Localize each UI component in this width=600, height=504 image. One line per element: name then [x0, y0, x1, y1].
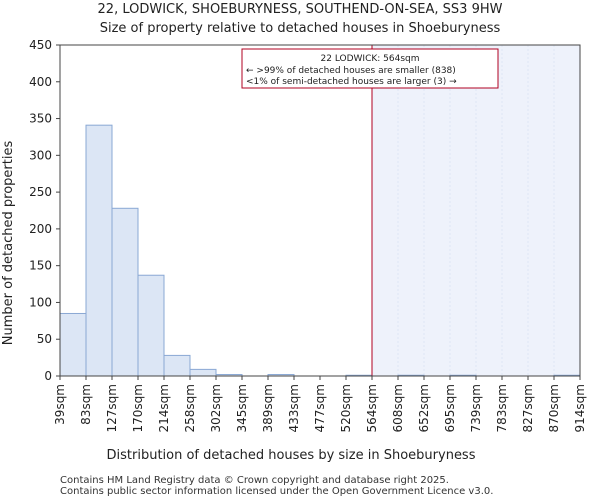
- x-tick-label: 564sqm: [365, 384, 379, 432]
- footer-copyright: Contains HM Land Registry data © Crown c…: [60, 475, 449, 486]
- x-axis-label: Distribution of detached houses by size …: [107, 448, 476, 463]
- y-tick-label: 300: [29, 148, 52, 162]
- y-tick-label: 250: [29, 185, 52, 199]
- chart-title: 22, LODWICK, SHOEBURYNESS, SOUTHEND-ON-S…: [98, 2, 503, 17]
- x-tick-label: 170sqm: [131, 384, 145, 432]
- x-tick-label: 127sqm: [105, 384, 119, 432]
- y-tick-label: 100: [29, 295, 52, 309]
- x-tick-label: 39sqm: [53, 384, 67, 425]
- annotation-larger: <1% of semi-detached houses are larger (…: [246, 77, 457, 87]
- x-tick-label: 477sqm: [313, 384, 327, 432]
- x-tick-label: 827sqm: [521, 384, 535, 432]
- x-tick-label: 520sqm: [339, 384, 353, 432]
- x-tick-label: 214sqm: [157, 384, 171, 432]
- y-tick-label: 450: [29, 38, 52, 52]
- x-tick-label: 783sqm: [495, 384, 509, 432]
- y-tick-label: 350: [29, 112, 52, 126]
- x-tick-label: 608sqm: [391, 384, 405, 432]
- chart-subtitle: Size of property relative to detached ho…: [100, 21, 501, 36]
- y-axis-label: Number of detached properties: [1, 141, 16, 346]
- bar-170sqm: [137, 274, 165, 377]
- y-tick-label: 200: [29, 222, 52, 236]
- x-tick-label: 739sqm: [469, 384, 483, 432]
- annotation-title: 22 LODWICK: 564sqm: [321, 54, 420, 64]
- x-tick-label: 433sqm: [287, 384, 301, 432]
- x-tick-label: 345sqm: [235, 384, 249, 432]
- footer-licence: Contains public sector information licen…: [60, 486, 493, 497]
- bar-83sqm: [85, 124, 113, 377]
- annotation-box: 22 LODWICK: 564sqm ← >99% of detached ho…: [241, 48, 499, 89]
- y-tick-label: 0: [44, 369, 52, 383]
- x-tick-label: 389sqm: [261, 384, 275, 432]
- x-tick-label: 652sqm: [417, 384, 431, 432]
- x-tick-label: 695sqm: [443, 384, 457, 432]
- bar-214sqm: [163, 354, 191, 377]
- x-tick-label: 258sqm: [183, 384, 197, 432]
- y-tick-label: 150: [29, 259, 52, 273]
- x-tick-label: 83sqm: [79, 384, 93, 425]
- x-tick-label: 302sqm: [209, 384, 223, 432]
- bar-127sqm: [111, 207, 139, 377]
- y-tick-label: 400: [29, 75, 52, 89]
- annotation-smaller: ← >99% of detached houses are smaller (8…: [246, 66, 456, 76]
- bar-39sqm: [59, 312, 87, 377]
- y-tick-label: 50: [37, 332, 52, 346]
- x-tick-label: 914sqm: [573, 384, 587, 432]
- x-tick-label: 870sqm: [547, 384, 561, 432]
- annotation-frame: [241, 48, 499, 89]
- bar-258sqm: [189, 368, 217, 377]
